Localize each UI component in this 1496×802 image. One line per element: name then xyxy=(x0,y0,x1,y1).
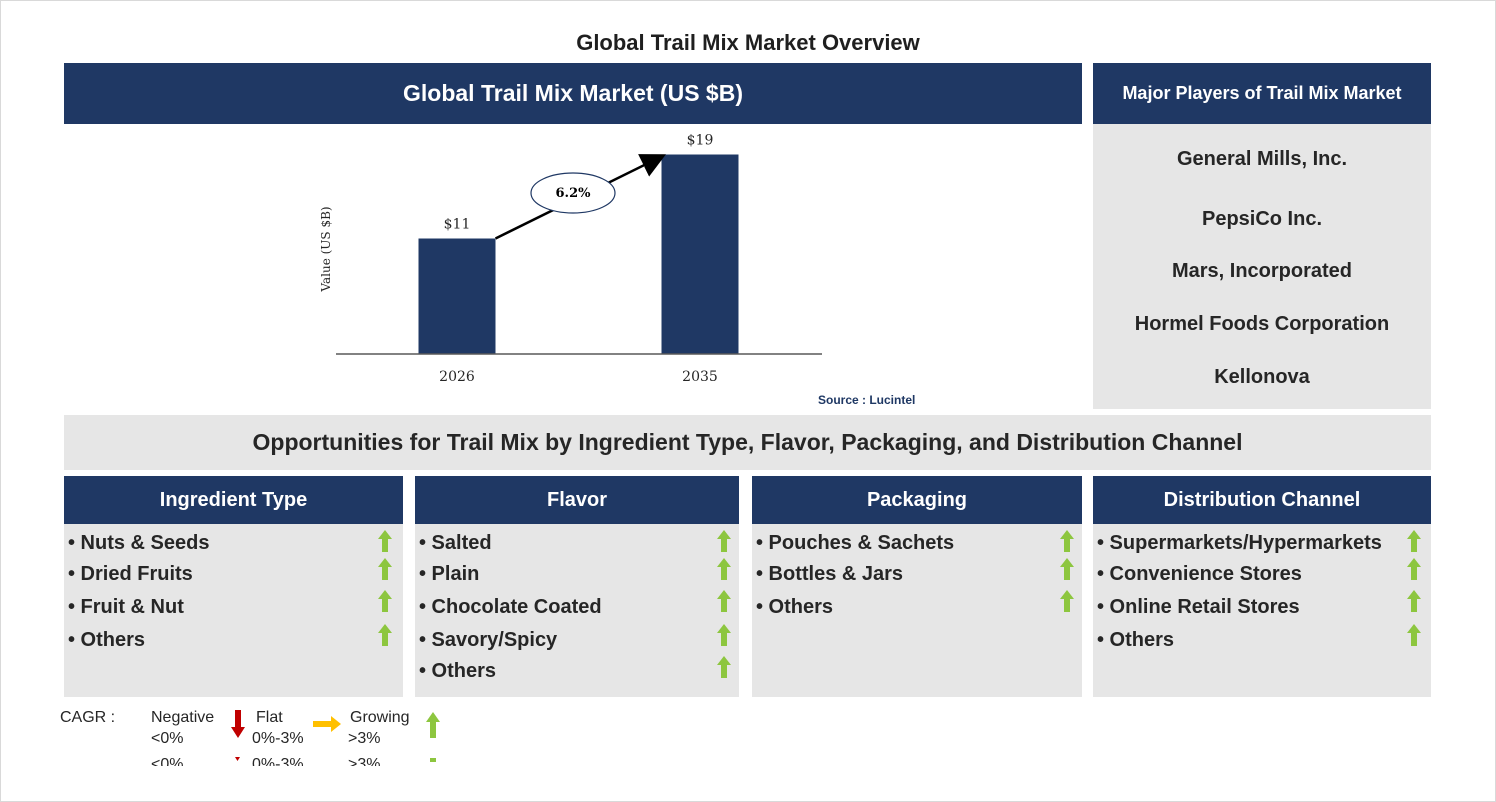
up-arrow-icon xyxy=(1060,558,1074,580)
player-item: General Mills, Inc. xyxy=(1176,148,1348,170)
up-arrow-icon xyxy=(717,624,731,646)
legend-growing-range-echo: >3% xyxy=(348,756,381,766)
page-title: Global Trail Mix Market Overview xyxy=(576,30,920,55)
legend-growing-range: >3% xyxy=(348,730,381,747)
segment-header-packaging: Packaging xyxy=(752,476,1082,524)
segment-item: • Chocolate Coated xyxy=(419,596,602,618)
up-arrow-icon xyxy=(426,712,440,738)
segment-item: • Others xyxy=(1097,629,1175,651)
up-arrow-icon xyxy=(717,558,731,580)
up-arrow-icon xyxy=(1060,590,1074,612)
bar xyxy=(661,154,739,354)
segment-list-packaging: • Pouches & Sachets • Bottles & Jars • O… xyxy=(752,524,1082,697)
down-arrow-icon xyxy=(231,710,245,738)
segment-header-ingredient-type: Ingredient Type xyxy=(64,476,403,524)
up-arrow-icon xyxy=(717,530,731,552)
up-arrow-icon xyxy=(430,758,436,762)
segment-item: • Online Retail Stores xyxy=(1097,596,1300,618)
up-arrow-icon xyxy=(378,558,392,580)
up-arrow-icon xyxy=(1407,530,1421,552)
segment-item: • Fruit & Nut xyxy=(68,596,184,618)
up-arrow-icon xyxy=(378,624,392,646)
segment-header-flavor: Flavor xyxy=(415,476,739,524)
up-arrow-icon xyxy=(1407,590,1421,612)
x-tick-label: 2035 xyxy=(682,369,718,385)
segment-item: • Savory/Spicy xyxy=(419,629,558,651)
segment-item: • Others xyxy=(68,629,146,651)
segment-item: • Pouches & Sachets xyxy=(756,532,955,554)
segment-item: • Supermarkets/Hypermarkets xyxy=(1097,532,1382,554)
x-tick-label: 2026 xyxy=(439,369,475,385)
bar-chart: $11 2026 $19 2035 Value (US $B) 6.2% xyxy=(319,133,822,385)
segment-item: • Others xyxy=(756,596,834,618)
segment-item: • Convenience Stores xyxy=(1097,563,1302,585)
segment-list-flavor: • Salted • Plain • Chocolate Coated • Sa… xyxy=(415,524,739,697)
up-arrow-icon xyxy=(1060,530,1074,552)
legend-negative-range-echo: <0% xyxy=(151,756,184,766)
legend-flat-label: Flat xyxy=(256,709,283,726)
cagr-label: 6.2% xyxy=(556,186,592,201)
player-item: PepsiCo Inc. xyxy=(1201,208,1323,230)
up-arrow-icon xyxy=(1407,558,1421,580)
segment-item: • Others xyxy=(419,660,497,682)
players-header: Major Players of Trail Mix Market xyxy=(1093,63,1431,124)
cagr-bubble xyxy=(530,172,616,214)
legend-negative-label: Negative xyxy=(151,709,215,726)
data-label: $11 xyxy=(444,217,471,233)
players-list: General Mills, Inc. PepsiCo Inc. Mars, I… xyxy=(1093,124,1431,409)
segment-item: • Bottles & Jars xyxy=(756,563,904,585)
segment-item: • Salted xyxy=(419,532,492,554)
bar xyxy=(418,238,496,354)
player-item: Kellonova xyxy=(1214,366,1310,388)
chart-header: Global Trail Mix Market (US $B) xyxy=(64,63,1082,124)
up-arrow-icon xyxy=(717,656,731,678)
source-note: Source : Lucintel xyxy=(818,393,916,407)
up-arrow-icon xyxy=(378,530,392,552)
segment-list-ingredient-type: • Nuts & Seeds • Dried Fruits • Fruit & … xyxy=(64,524,403,697)
up-arrow-icon xyxy=(1407,624,1421,646)
y-axis-label: Value (US $B) xyxy=(319,206,333,292)
segment-header-distribution-channel: Distribution Channel xyxy=(1093,476,1431,524)
legend-flat-range-echo: 0%-3% xyxy=(252,756,304,766)
legend-flat-range: 0%-3% xyxy=(252,730,304,747)
segment-item: • Nuts & Seeds xyxy=(68,532,210,554)
up-arrow-icon xyxy=(378,590,392,612)
segment-item: • Dried Fruits xyxy=(68,563,193,585)
player-item: Mars, Incorporated xyxy=(1171,260,1353,282)
legend-growing-label: Growing xyxy=(350,709,410,726)
opportunities-title: Opportunities for Trail Mix by Ingredien… xyxy=(64,415,1431,470)
up-arrow-icon xyxy=(717,590,731,612)
data-label: $19 xyxy=(687,133,714,149)
player-item: Hormel Foods Corporation xyxy=(1134,313,1390,335)
segment-item: • Plain xyxy=(419,563,480,585)
legend-negative-range: <0% xyxy=(151,730,184,747)
segment-list-distribution-channel: • Supermarkets/Hypermarkets • Convenienc… xyxy=(1093,524,1431,697)
legend-label: CAGR : xyxy=(60,709,116,726)
right-arrow-icon xyxy=(313,716,341,732)
down-arrow-icon xyxy=(235,757,240,761)
